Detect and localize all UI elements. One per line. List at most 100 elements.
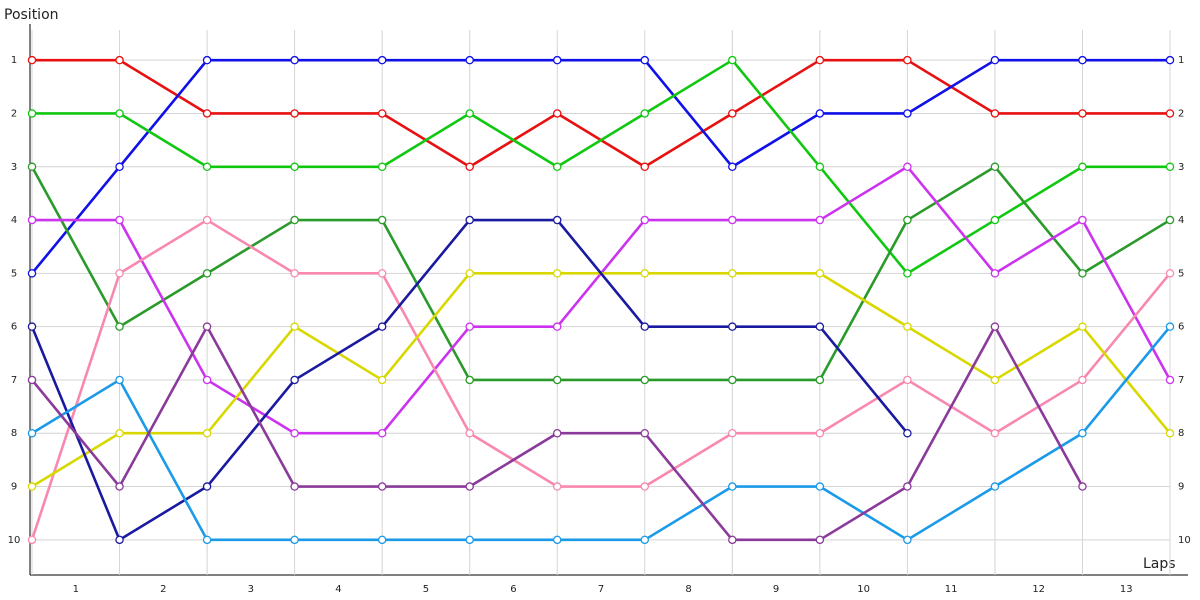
point [728, 482, 737, 491]
x-tick-label: 9 [773, 584, 779, 595]
point [115, 55, 124, 65]
point [640, 482, 650, 491]
x-tick-label: 7 [598, 584, 604, 595]
point [990, 322, 1000, 331]
x-tick-label: 13 [1120, 584, 1133, 595]
point [815, 428, 825, 438]
point [728, 535, 737, 545]
y-tick-label: 8 [11, 428, 17, 439]
y-tick-label-right: 7 [1178, 375, 1184, 386]
point [990, 269, 1000, 278]
point [815, 269, 825, 278]
point [290, 482, 299, 491]
point [552, 482, 562, 491]
point [27, 428, 37, 438]
point [377, 162, 387, 172]
point [465, 322, 474, 331]
point [815, 215, 825, 225]
point [115, 535, 124, 545]
point [290, 535, 299, 545]
point [115, 215, 124, 225]
point [290, 375, 299, 385]
point [1078, 322, 1087, 331]
point [27, 215, 37, 225]
point [903, 269, 912, 278]
y-tick-label: 10 [8, 535, 21, 546]
point [728, 162, 737, 172]
point [990, 428, 1000, 438]
y-tick-label-right: 4 [1178, 215, 1184, 226]
point [552, 535, 562, 545]
y-tick-label-right: 6 [1178, 322, 1184, 333]
point [377, 109, 387, 118]
point [552, 428, 562, 438]
y-tick-label-right: 2 [1178, 108, 1184, 119]
point [465, 482, 474, 491]
point [1165, 322, 1175, 331]
point [1078, 375, 1087, 385]
point [640, 162, 650, 172]
point [990, 482, 1000, 491]
point [202, 535, 212, 545]
point [640, 375, 650, 385]
series-line [30, 58, 1170, 275]
point [903, 109, 912, 118]
point [1078, 428, 1087, 438]
point [903, 428, 912, 438]
point [552, 375, 562, 385]
point [465, 269, 474, 278]
point [903, 482, 912, 491]
point [903, 375, 912, 385]
point [290, 109, 299, 118]
y-tick-label: 3 [11, 162, 17, 173]
point [640, 535, 650, 545]
point [377, 482, 387, 491]
y-tick-label: 7 [11, 375, 17, 386]
point [115, 375, 124, 385]
y-tick-label-right: 9 [1178, 482, 1184, 493]
point [728, 269, 737, 278]
point [115, 482, 124, 491]
point [115, 109, 124, 118]
point [728, 375, 737, 385]
point [202, 322, 212, 331]
point [465, 55, 474, 65]
x-tick-label: 3 [248, 584, 254, 595]
point [1165, 162, 1175, 172]
point [640, 215, 650, 225]
point [552, 322, 562, 331]
y-tick-label-right: 1 [1178, 55, 1184, 66]
point [290, 215, 299, 225]
point [552, 109, 562, 118]
point [1078, 482, 1087, 491]
y-tick-label-right: 3 [1178, 162, 1184, 173]
point [1165, 269, 1175, 278]
series-line [30, 165, 1171, 382]
point [377, 269, 387, 278]
point [27, 482, 37, 491]
series-line [32, 58, 1170, 275]
point [465, 375, 474, 385]
series-line [30, 218, 1172, 541]
point [815, 322, 825, 331]
point [990, 375, 1000, 385]
y-tick-label: 4 [11, 215, 17, 226]
point [465, 162, 474, 172]
point [202, 269, 212, 278]
point [903, 162, 912, 172]
x-tick-label: 1 [73, 584, 79, 595]
point [728, 428, 737, 438]
y-tick-label: 2 [11, 108, 17, 119]
point [27, 109, 37, 118]
point [1078, 109, 1087, 118]
y-tick-label-right: 5 [1178, 268, 1184, 279]
y-tick-label: 5 [11, 268, 17, 279]
x-axis-title: Laps [1143, 556, 1176, 572]
point [1078, 55, 1087, 65]
point [1165, 109, 1175, 118]
point [640, 55, 650, 65]
x-tick-label: 10 [857, 584, 870, 595]
point [27, 375, 37, 385]
